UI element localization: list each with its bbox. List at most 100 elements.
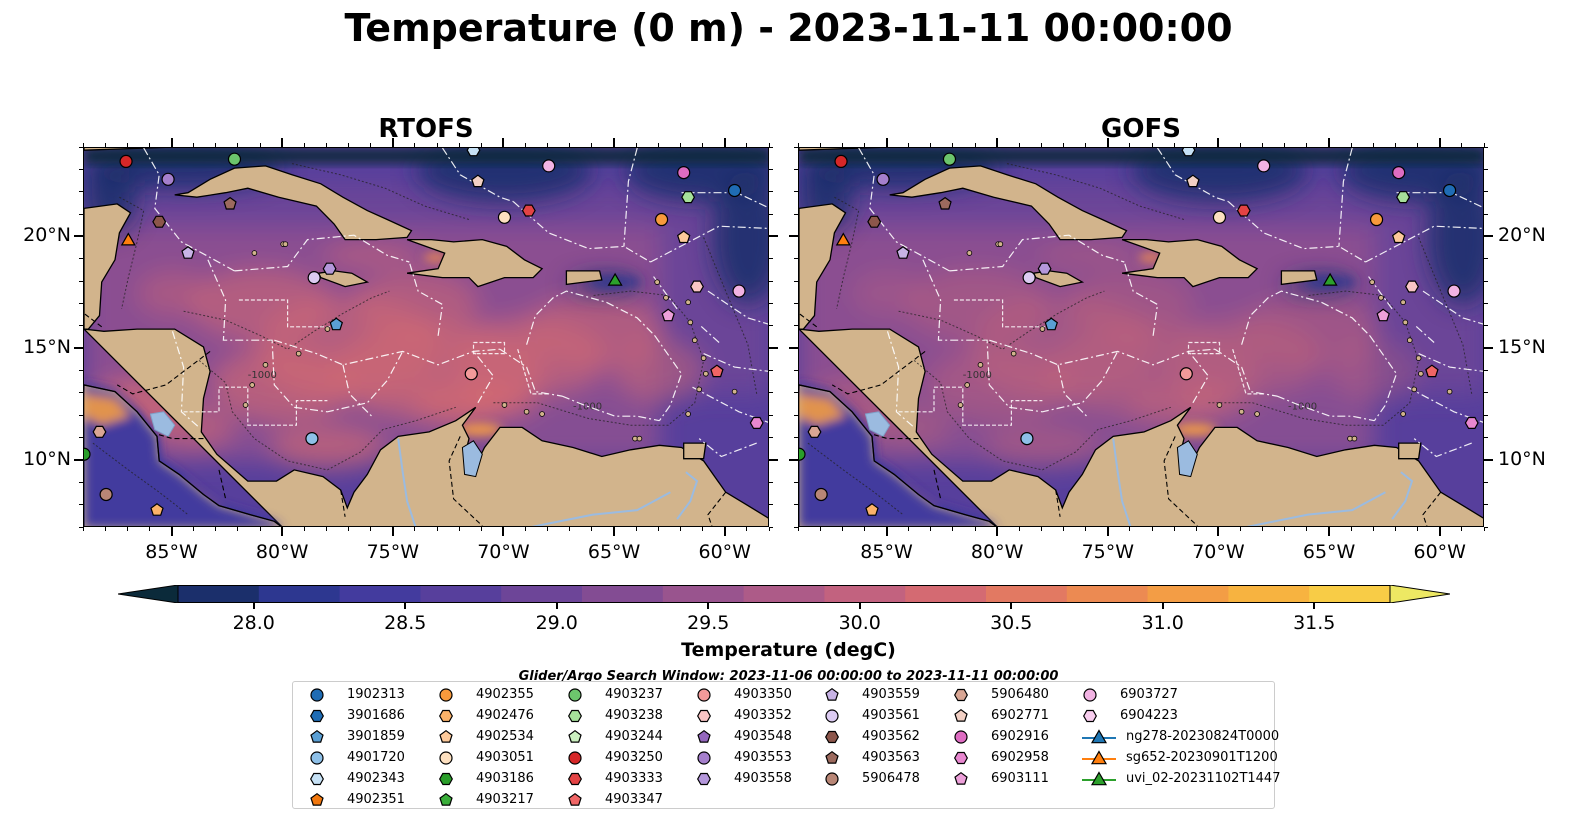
observation-marker[interactable]: [1369, 212, 1384, 227]
legend-marker[interactable]: [1090, 729, 1108, 744]
observation-marker[interactable]: [1181, 148, 1196, 157]
legend-marker[interactable]: [825, 730, 839, 744]
observation-marker[interactable]: [876, 172, 890, 186]
observation-marker[interactable]: [727, 183, 742, 198]
observation-marker[interactable]: [1022, 271, 1036, 285]
legend-marker[interactable]: [568, 772, 582, 786]
observation-marker[interactable]: [329, 317, 344, 331]
legend-marker[interactable]: [954, 751, 968, 765]
observation-marker[interactable]: [466, 148, 481, 157]
legend-marker[interactable]: [439, 688, 453, 702]
observation-marker[interactable]: [654, 212, 669, 227]
legend-marker[interactable]: [568, 751, 582, 765]
legend-marker[interactable]: [310, 751, 324, 765]
legend-marker[interactable]: [1083, 688, 1097, 702]
observation-marker[interactable]: [92, 425, 107, 438]
legend-marker[interactable]: [825, 709, 839, 723]
legend-marker[interactable]: [697, 729, 711, 743]
observation-marker[interactable]: [305, 431, 319, 446]
observation-marker[interactable]: [865, 503, 879, 516]
observation-marker[interactable]: [1257, 159, 1271, 173]
observation-marker[interactable]: [749, 416, 764, 429]
observation-marker[interactable]: [1186, 174, 1200, 188]
observation-marker[interactable]: [542, 159, 556, 173]
observation-marker[interactable]: [181, 246, 195, 259]
observation-marker[interactable]: [1447, 284, 1461, 298]
legend-marker[interactable]: [825, 687, 839, 701]
observation-marker[interactable]: [150, 503, 164, 516]
observation-marker[interactable]: [99, 487, 113, 502]
legend-marker[interactable]: [697, 772, 711, 786]
legend-marker[interactable]: [1090, 771, 1108, 786]
observation-marker[interactable]: [799, 447, 806, 461]
observation-marker[interactable]: [896, 246, 910, 259]
observation-marker[interactable]: [1425, 364, 1439, 378]
observation-marker[interactable]: [120, 232, 136, 246]
observation-marker[interactable]: [1037, 262, 1052, 275]
legend-marker[interactable]: [825, 750, 839, 764]
observation-marker[interactable]: [497, 210, 512, 224]
legend-marker[interactable]: [310, 772, 324, 786]
observation-marker[interactable]: [161, 172, 175, 186]
observation-marker[interactable]: [464, 367, 478, 381]
legend-marker[interactable]: [954, 688, 968, 702]
observation-marker[interactable]: [1322, 272, 1338, 286]
legend-marker[interactable]: [954, 771, 968, 785]
observation-marker[interactable]: [521, 204, 536, 217]
observation-marker[interactable]: [681, 191, 696, 204]
observation-marker[interactable]: [938, 196, 952, 210]
observation-marker[interactable]: [1376, 308, 1390, 322]
legend-marker[interactable]: [439, 751, 453, 765]
observation-marker[interactable]: [1179, 367, 1193, 381]
legend-marker[interactable]: [439, 792, 453, 806]
observation-marker[interactable]: [322, 262, 337, 275]
observation-marker[interactable]: [661, 308, 675, 322]
observation-marker[interactable]: [1391, 230, 1406, 244]
legend-marker[interactable]: [697, 709, 711, 723]
legend-marker[interactable]: [1083, 709, 1097, 723]
observation-marker[interactable]: [1044, 317, 1059, 331]
legend-marker[interactable]: [954, 730, 968, 744]
legend-marker[interactable]: [310, 709, 324, 723]
observation-marker[interactable]: [1405, 280, 1419, 293]
observation-marker[interactable]: [1464, 416, 1479, 429]
legend-marker[interactable]: [825, 772, 839, 786]
legend-marker[interactable]: [568, 688, 582, 702]
observation-marker[interactable]: [607, 272, 623, 286]
observation-marker[interactable]: [84, 447, 91, 461]
legend-marker[interactable]: [310, 688, 324, 702]
observation-marker[interactable]: [471, 174, 485, 188]
legend-marker[interactable]: [568, 792, 582, 806]
observation-marker[interactable]: [834, 154, 848, 169]
observation-marker[interactable]: [227, 152, 242, 166]
legend-marker[interactable]: [568, 709, 582, 723]
legend-marker[interactable]: [310, 792, 324, 806]
observation-marker[interactable]: [119, 154, 133, 169]
legend-marker[interactable]: [1090, 750, 1108, 765]
observation-marker[interactable]: [814, 487, 828, 502]
observation-marker[interactable]: [1020, 431, 1034, 446]
observation-marker[interactable]: [223, 196, 237, 210]
observation-marker[interactable]: [1442, 183, 1457, 198]
observation-marker[interactable]: [835, 232, 851, 246]
legend-marker[interactable]: [954, 708, 968, 722]
observation-marker[interactable]: [1392, 165, 1406, 180]
observation-marker[interactable]: [307, 271, 321, 285]
observation-marker[interactable]: [690, 280, 704, 293]
observation-marker[interactable]: [1236, 204, 1251, 217]
observation-marker[interactable]: [152, 215, 167, 228]
legend-marker[interactable]: [439, 729, 453, 743]
observation-marker[interactable]: [1212, 210, 1227, 224]
observation-marker[interactable]: [732, 284, 746, 298]
observation-marker[interactable]: [677, 165, 691, 180]
map-panel-gofs[interactable]: -1000 -1000: [798, 147, 1484, 527]
legend-marker[interactable]: [439, 772, 453, 786]
legend-marker[interactable]: [568, 729, 582, 743]
observation-marker[interactable]: [942, 152, 957, 166]
legend-marker[interactable]: [439, 709, 453, 723]
observation-marker[interactable]: [1396, 191, 1411, 204]
observation-marker[interactable]: [867, 215, 882, 228]
legend-marker[interactable]: [310, 729, 324, 743]
legend-marker[interactable]: [697, 688, 711, 702]
observation-marker[interactable]: [676, 230, 691, 244]
